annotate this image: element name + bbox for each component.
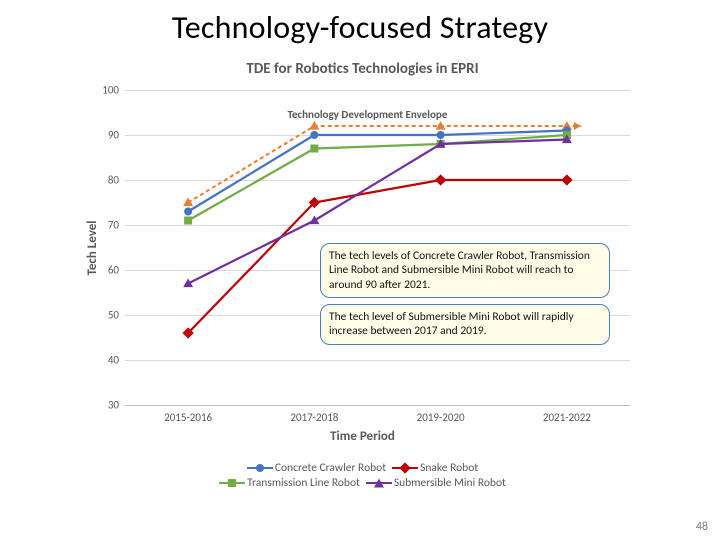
legend-item: Submersible Mini Robot (366, 476, 506, 490)
gridline (125, 405, 630, 406)
y-tick: 30 (108, 399, 119, 412)
x-tick: 2015-2016 (164, 411, 212, 424)
x-axis-label: Time Period (70, 429, 655, 444)
x-tick: 2021-2022 (543, 411, 591, 424)
legend-swatch (366, 477, 392, 489)
legend-label: Transmission Line Robot (247, 476, 360, 490)
y-tick: 100 (102, 84, 119, 97)
legend-swatch (247, 462, 273, 474)
y-tick: 60 (108, 264, 119, 277)
legend-label: Concrete Crawler Robot (275, 461, 386, 475)
slide-title: Technology-focused Strategy (0, 8, 720, 47)
legend-row: Concrete Crawler Robot Snake Robot (70, 461, 655, 475)
y-tick: 50 (108, 309, 119, 322)
chart-title: TDE for Robotics Technologies in EPRI (70, 60, 655, 78)
legend-label: Snake Robot (420, 461, 478, 475)
page-number: 48 (696, 520, 708, 534)
legend-item: Snake Robot (392, 461, 478, 475)
legend-swatch (392, 462, 418, 474)
x-tick: 2017-2018 (290, 411, 338, 424)
legend-swatch (219, 477, 245, 489)
y-tick: 90 (108, 129, 119, 142)
legend-item: Concrete Crawler Robot (247, 461, 386, 475)
callout-1: The tech levels of Concrete Crawler Robo… (320, 243, 610, 298)
y-tick: 70 (108, 219, 119, 232)
y-axis-label: Tech Level (85, 220, 100, 275)
legend: Concrete Crawler RobotSnake RobotTransmi… (70, 460, 655, 490)
callout-2: The tech level of Submersible Mini Robot… (320, 304, 610, 345)
legend-label: Submersible Mini Robot (394, 476, 506, 490)
y-tick: 80 (108, 174, 119, 187)
legend-item: Transmission Line Robot (219, 476, 360, 490)
y-tick: 40 (108, 354, 119, 367)
legend-row: Transmission Line Robot Submersible Mini … (70, 476, 655, 490)
x-tick: 2019-2020 (417, 411, 465, 424)
